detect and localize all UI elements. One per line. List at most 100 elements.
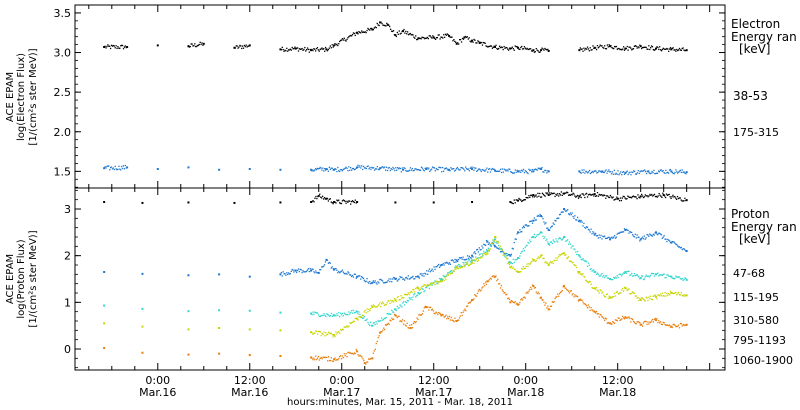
trace-dot bbox=[665, 295, 667, 297]
trace-dot bbox=[660, 295, 663, 297]
data-point bbox=[417, 37, 420, 40]
trace-dot bbox=[328, 198, 330, 200]
trace-dot bbox=[484, 244, 486, 246]
trace-dot bbox=[490, 245, 492, 247]
trace-dot bbox=[631, 171, 633, 173]
trace-dot bbox=[316, 47, 319, 49]
trace-dot bbox=[576, 250, 579, 253]
trace-dot bbox=[390, 320, 392, 322]
trace-dot bbox=[631, 318, 634, 321]
trace-dot bbox=[200, 43, 202, 46]
trace-dot bbox=[581, 48, 583, 50]
trace-dot bbox=[635, 196, 637, 198]
trace-dot bbox=[543, 194, 545, 197]
trace-dot bbox=[559, 254, 562, 256]
trace-dot bbox=[343, 168, 345, 170]
trace-dot bbox=[415, 276, 417, 278]
trace-dot bbox=[683, 49, 685, 51]
trace-dot bbox=[188, 46, 191, 48]
trace-dot bbox=[531, 168, 534, 171]
trace-dot bbox=[593, 47, 595, 50]
trace-dot bbox=[542, 193, 544, 196]
trace-dot bbox=[343, 272, 345, 275]
trace-dot bbox=[605, 48, 608, 50]
trace-dot bbox=[606, 195, 609, 197]
trace-dot bbox=[397, 33, 399, 35]
trace-dot bbox=[466, 36, 468, 38]
trace-dot bbox=[501, 46, 503, 49]
trace-dot bbox=[320, 196, 322, 198]
trace-dot bbox=[623, 272, 626, 275]
trace-dot bbox=[504, 256, 506, 258]
trace-dot bbox=[438, 263, 440, 266]
trace-dot bbox=[562, 286, 564, 288]
trace-dot bbox=[480, 41, 482, 44]
trace-dot bbox=[388, 166, 390, 169]
proton-ytick-label: 2 bbox=[64, 250, 71, 263]
data-point bbox=[578, 254, 581, 257]
proton-legend-310-580: 310-580 bbox=[733, 314, 779, 327]
trace-dot bbox=[515, 171, 517, 173]
trace-dot bbox=[615, 45, 618, 48]
trace-dot bbox=[289, 48, 292, 50]
trace-dot bbox=[472, 256, 474, 258]
trace-dot bbox=[625, 228, 627, 231]
trace-dot bbox=[381, 317, 383, 319]
trace-dot bbox=[595, 48, 598, 51]
trace-dot bbox=[661, 48, 664, 51]
trace-dot bbox=[604, 295, 606, 298]
trace-dot bbox=[457, 260, 459, 263]
trace-dot bbox=[585, 192, 588, 195]
trace-dot bbox=[401, 306, 403, 308]
data-point bbox=[593, 46, 596, 49]
trace-dot bbox=[603, 236, 605, 238]
trace-dot bbox=[529, 169, 531, 172]
trace-dot bbox=[385, 166, 388, 168]
trace-dot bbox=[378, 282, 380, 284]
trace-dot bbox=[367, 321, 369, 324]
trace-dot bbox=[552, 301, 554, 303]
trace-dot bbox=[448, 315, 451, 318]
trace-dot bbox=[361, 317, 364, 319]
trace-dot bbox=[493, 276, 495, 278]
trace-dot bbox=[454, 268, 456, 270]
trace-dot bbox=[566, 209, 568, 212]
trace-dot bbox=[452, 40, 454, 42]
trace-dot bbox=[678, 197, 681, 199]
trace-dot bbox=[673, 323, 675, 325]
trace-dot bbox=[376, 165, 379, 168]
trace-dot bbox=[503, 254, 505, 256]
trace-dot bbox=[656, 196, 658, 198]
trace-dot bbox=[611, 297, 613, 299]
trace-dot bbox=[283, 50, 285, 52]
trace-dot bbox=[478, 288, 480, 291]
data-point bbox=[670, 325, 673, 328]
trace-dot bbox=[593, 232, 595, 234]
trace-dot bbox=[654, 273, 656, 275]
trace-dot bbox=[350, 321, 353, 324]
trace-dot bbox=[612, 321, 614, 323]
trace-dot bbox=[116, 169, 118, 171]
trace-dot bbox=[595, 170, 597, 172]
trace-dot bbox=[484, 285, 486, 287]
trace-dot bbox=[379, 302, 381, 304]
data-point bbox=[356, 317, 359, 320]
trace-dot bbox=[538, 195, 540, 197]
trace-dot bbox=[541, 192, 544, 194]
electron-x-ticks bbox=[88, 5, 711, 188]
trace-dot bbox=[677, 49, 679, 52]
trace-dot bbox=[284, 49, 286, 51]
trace-dot bbox=[523, 226, 526, 229]
trace-dot bbox=[341, 38, 344, 40]
trace-dot bbox=[639, 278, 641, 280]
trace-dot bbox=[589, 172, 592, 175]
trace-dot bbox=[551, 193, 554, 195]
trace-dot bbox=[465, 166, 467, 168]
trace-dot bbox=[107, 165, 109, 167]
time-tick-label: 12:00 bbox=[234, 374, 266, 387]
trace-dot bbox=[341, 328, 344, 330]
trace-dot bbox=[347, 351, 349, 354]
trace-dot bbox=[434, 170, 436, 172]
trace-dot bbox=[408, 278, 410, 280]
trace-dot bbox=[336, 313, 338, 315]
